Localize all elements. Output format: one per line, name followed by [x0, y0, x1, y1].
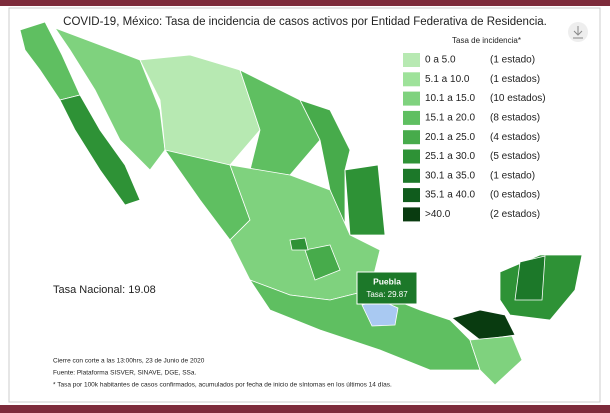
- state: [299, 99, 351, 231]
- download-icon: [573, 26, 583, 39]
- title: COVID-19, México: Tasa de incidencia de …: [63, 16, 547, 28]
- legend-range: 0 a 5.0: [425, 55, 456, 66]
- legend-range: 25.1 a 30.0: [425, 151, 475, 162]
- legend-range: 35.1 a 40.0: [425, 190, 475, 201]
- note: * Tasa por 100k habitantes de casos conf…: [53, 382, 392, 389]
- map: [19, 21, 583, 386]
- legend-range: 10.1 a 15.0: [425, 93, 475, 104]
- legend-swatch: [403, 53, 420, 67]
- tooltip-state: Puebla: [373, 276, 401, 286]
- note: Cierre con corte a las 13:00hrs, 23 de J…: [53, 358, 205, 365]
- state: [451, 309, 516, 341]
- legend-swatch: [403, 130, 420, 145]
- tooltip-rate: Tasa: 29.87: [366, 290, 408, 299]
- legend-swatch: [403, 168, 420, 183]
- state: [59, 94, 141, 206]
- legend-swatch: [403, 149, 420, 164]
- legend-swatch: [403, 188, 420, 203]
- legend: 0 a 5.0 (1 estado) 5.1 a 10.0 (1 estados) 10…: [403, 53, 546, 222]
- legend-count: (1 estado): [490, 170, 535, 181]
- legend-range: 20.1 a 25.0: [425, 132, 475, 143]
- tooltip: Puebla Tasa: 29.87: [356, 271, 418, 305]
- national-rate: Tasa Nacional: 19.08: [53, 284, 156, 296]
- legend-range: >40.0: [425, 209, 451, 220]
- legend-swatch: [403, 207, 420, 222]
- legend-range: 15.1 a 20.0: [425, 113, 475, 124]
- legend-count: (8 estados): [490, 113, 540, 124]
- legend-count: (1 estados): [490, 74, 540, 85]
- state: [304, 244, 341, 281]
- legend-title: Tasa de incidencia*: [452, 36, 521, 45]
- legend-count: (10 estados): [490, 93, 546, 104]
- legend-count: (4 estados): [490, 132, 540, 143]
- state: [344, 164, 386, 236]
- legend-swatch: [403, 72, 420, 87]
- note: Fuente: Plataforma SISVER, SINAVE, DGE, …: [53, 370, 196, 377]
- state: [289, 237, 309, 251]
- legend-swatch: [403, 110, 420, 125]
- legend-range: 5.1 a 10.0: [425, 74, 470, 85]
- legend-range: 30.1 a 35.0: [425, 170, 475, 181]
- state: [514, 255, 546, 301]
- legend-count: (0 estados): [490, 190, 540, 201]
- state: [469, 335, 523, 386]
- legend-count: (5 estados): [490, 151, 540, 162]
- tooltip-box: [356, 271, 418, 305]
- legend-count: (2 estados): [490, 209, 540, 220]
- legend-swatch: [403, 91, 420, 106]
- top-bar: [0, 0, 610, 6]
- state: [53, 27, 166, 171]
- bottom-bar: [0, 405, 610, 413]
- legend-count: (1 estado): [490, 55, 535, 66]
